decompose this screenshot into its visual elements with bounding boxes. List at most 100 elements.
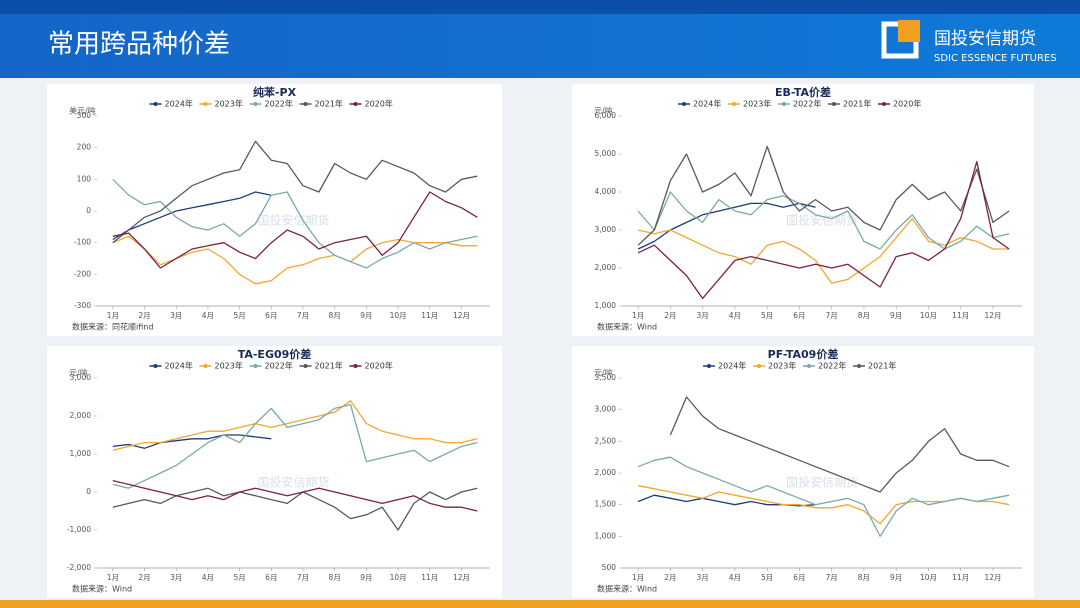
series-line xyxy=(637,202,816,250)
header-strip xyxy=(0,0,1080,14)
series-line xyxy=(669,396,1010,493)
legend-dot xyxy=(732,102,736,106)
x-tick-label: 2月 xyxy=(664,573,676,582)
slide-title: 常用跨品种价差 xyxy=(48,30,230,60)
y-tick-label: 1,500 xyxy=(595,500,617,509)
legend-label: 2021年 xyxy=(868,361,896,371)
x-tick-label: 8月 xyxy=(329,311,341,320)
x-tick-label: 6月 xyxy=(793,311,805,320)
x-tick-label: 5月 xyxy=(233,311,245,320)
x-tick-label: 3月 xyxy=(170,573,182,582)
x-tick-label: 3月 xyxy=(697,311,709,320)
x-tick-label: 8月 xyxy=(858,573,870,582)
series-line xyxy=(637,191,1010,250)
legend-label: 2024年 xyxy=(718,361,746,371)
legend-dot xyxy=(353,102,358,106)
legend-dot xyxy=(303,364,308,368)
legend-label: 2023年 xyxy=(215,99,243,109)
legend-label: 2022年 xyxy=(265,99,293,109)
x-tick-label: 4月 xyxy=(202,311,214,320)
legend-label: 2021年 xyxy=(315,99,343,109)
watermark: 国投安信期货 xyxy=(786,475,858,490)
x-tick-label: 5月 xyxy=(233,573,245,582)
x-tick-label: 8月 xyxy=(858,311,870,320)
x-tick-label: 8月 xyxy=(329,573,341,582)
legend-dot xyxy=(832,102,836,106)
series-line xyxy=(112,400,478,451)
chart-title: TA-EG09价差 xyxy=(238,347,312,361)
x-tick-label: 2月 xyxy=(138,311,150,320)
data-source: 数据来源：同花顺ifind xyxy=(72,322,153,332)
x-tick-label: 10月 xyxy=(390,573,407,582)
series-line xyxy=(112,140,478,244)
x-tick-label: 9月 xyxy=(360,311,372,320)
x-tick-label: 4月 xyxy=(729,311,741,320)
header: 常用跨品种价差 国投安信期货 SDIC ESSENCE FUTURES xyxy=(0,0,1080,78)
y-tick-label: 4,000 xyxy=(595,187,617,196)
y-tick-label: 6,000 xyxy=(595,111,617,120)
legend-dot xyxy=(153,364,158,368)
legend-label: 2024年 xyxy=(693,99,721,109)
y-tick-label: -2,000 xyxy=(67,563,91,572)
watermark: 国投安信期货 xyxy=(786,213,858,228)
x-tick-label: 11月 xyxy=(952,311,969,320)
y-tick-label: 100 xyxy=(77,174,92,183)
legend-dot xyxy=(782,102,786,106)
series-line xyxy=(112,434,272,449)
x-tick-label: 11月 xyxy=(952,573,969,582)
y-tick-label: -1,000 xyxy=(67,525,91,534)
legend-dot xyxy=(757,364,761,368)
legend-label: 2020年 xyxy=(365,361,393,371)
y-axis-label: 元/吨 xyxy=(69,368,88,378)
x-tick-label: 11月 xyxy=(421,573,438,582)
y-tick-label: 0 xyxy=(86,487,91,496)
logo-en: SDIC ESSENCE FUTURES xyxy=(934,53,1057,64)
x-tick-label: 7月 xyxy=(826,311,838,320)
x-tick-label: 7月 xyxy=(826,573,838,582)
x-tick-label: 9月 xyxy=(890,573,902,582)
legend-dot xyxy=(153,102,158,106)
x-tick-label: 10月 xyxy=(920,573,937,582)
footer-bar xyxy=(0,600,1080,608)
y-tick-label: -300 xyxy=(74,301,91,310)
x-tick-label: 11月 xyxy=(421,311,438,320)
y-tick-label: 3,000 xyxy=(70,373,92,382)
x-tick-label: 10月 xyxy=(920,311,937,320)
y-tick-label: 2,500 xyxy=(595,436,617,445)
x-tick-label: 1月 xyxy=(107,311,119,320)
x-tick-label: 2月 xyxy=(664,311,676,320)
series-line xyxy=(112,178,478,269)
legend-label: 2024年 xyxy=(165,361,193,371)
chart-title: EB-TA价差 xyxy=(775,85,831,99)
chart-panel: EB-TA价差 2024年 2023年 2022年 2021年 2020年元/吨国投安信期… xyxy=(572,84,1034,336)
watermark: 国投安信期货 xyxy=(257,213,329,228)
x-tick-label: 7月 xyxy=(297,311,309,320)
logo-cn: 国投安信期货 xyxy=(934,29,1036,49)
y-tick-label: 2,000 xyxy=(595,468,617,477)
legend-label: 2022年 xyxy=(818,361,846,371)
x-tick-label: 4月 xyxy=(729,573,741,582)
y-tick-label: 3,000 xyxy=(595,405,617,414)
series-line xyxy=(637,456,1010,537)
x-tick-label: 5月 xyxy=(761,311,773,320)
chart-title: 纯苯-PX xyxy=(253,85,297,99)
y-tick-label: -200 xyxy=(74,269,91,278)
legend-dot xyxy=(353,364,358,368)
x-tick-label: 6月 xyxy=(793,573,805,582)
x-tick-label: 3月 xyxy=(170,311,182,320)
x-tick-label: 3月 xyxy=(697,573,709,582)
legend-dot xyxy=(253,102,258,106)
y-tick-label: 500 xyxy=(602,563,617,572)
series-line xyxy=(112,235,478,285)
legend-dot xyxy=(203,102,208,106)
x-tick-label: 7月 xyxy=(297,573,309,582)
x-tick-label: 9月 xyxy=(890,311,902,320)
legend-label: 2022年 xyxy=(265,361,293,371)
legend-dot xyxy=(857,364,861,368)
y-tick-label: 200 xyxy=(77,143,92,152)
series-line xyxy=(637,217,1010,284)
legend-label: 2020年 xyxy=(893,99,921,109)
watermark: 国投安信期货 xyxy=(257,475,329,490)
